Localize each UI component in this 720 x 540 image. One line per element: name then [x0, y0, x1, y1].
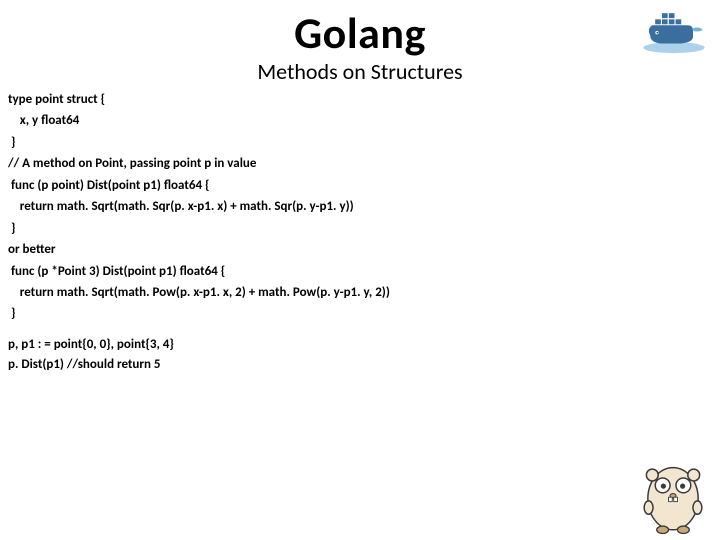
example-line: p, p1 : = point{0, 0}, point{3, 4} — [8, 335, 712, 355]
code-line: type point struct { — [8, 89, 712, 110]
code-line: func (p point) Dist(point p1) float64 { — [8, 175, 712, 196]
code-line: x, y float64 — [8, 110, 712, 131]
code-line: func (p *Point 3) Dist(point p1) float64… — [8, 261, 712, 282]
code-line: } — [8, 303, 712, 324]
code-line: } — [8, 218, 712, 239]
code-line: or better — [8, 239, 712, 260]
example-block: p, p1 : = point{0, 0}, point{3, 4} p. Di… — [0, 325, 720, 375]
code-line: // A method on Point, passing point p in… — [8, 153, 712, 174]
code-line: return math. Sqrt(math. Pow(p. x-p1. x, … — [8, 282, 712, 303]
gopher-mascot-icon — [636, 454, 710, 536]
page-title: Golang — [0, 0, 720, 60]
docker-logo-icon — [640, 8, 708, 56]
example-line: p. Dist(p1) //should return 5 — [8, 355, 712, 375]
code-line: return math. Sqrt(math. Sqr(p. x-p1. x) … — [8, 196, 712, 217]
code-block: type point struct { x, y float64 } // A … — [0, 85, 720, 325]
code-line: } — [8, 132, 712, 153]
page-subtitle: Methods on Structures — [0, 58, 720, 85]
